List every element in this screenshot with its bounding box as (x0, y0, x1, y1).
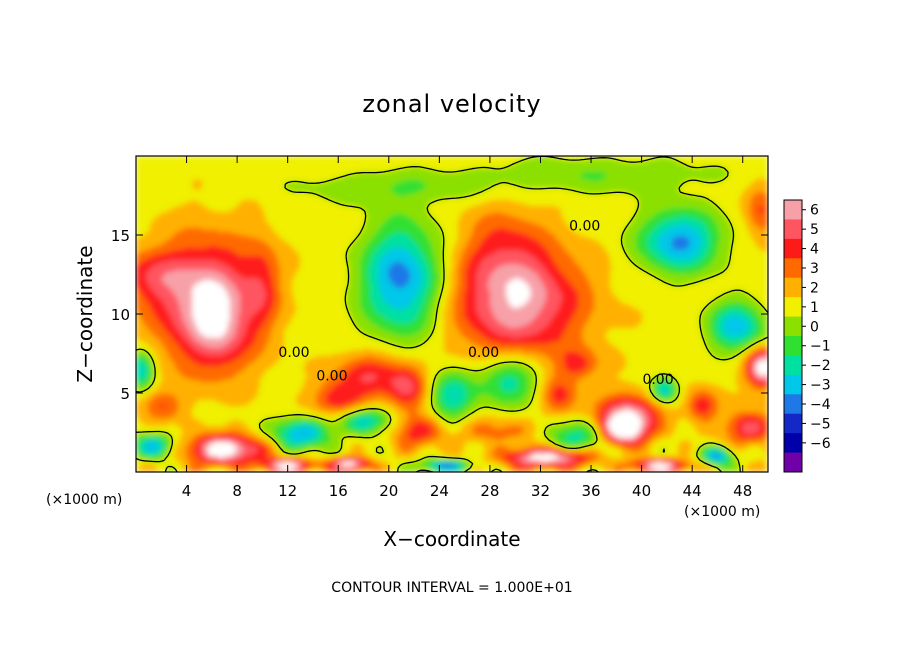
x-axis-ticks: 4 8 12 16 20 24 28 32 36 40 44 48 (182, 156, 752, 500)
x-tick-label: 4 (182, 482, 192, 500)
colorbar-swatch (784, 336, 802, 356)
contour-labels: 0.00 0.00 0.00 0.00 0.00 (278, 219, 673, 388)
x-tick-label: 32 (531, 482, 550, 500)
x-tick-label: 44 (683, 482, 702, 500)
x-tick-label: 20 (379, 482, 398, 500)
colorbar-label: 1 (810, 300, 819, 316)
colorbar-label: 2 (810, 280, 819, 296)
colorbar-swatch (784, 413, 802, 434)
x-scale-left: (×1000 m) (46, 492, 122, 508)
plot-area: 0.000.000.000.000.00 4 8 12 16 20 24 28 32 36 40 4… (111, 155, 769, 500)
colorbar-swatch (784, 355, 802, 376)
x-tick-label: 24 (430, 482, 449, 500)
x-tick-label: 8 (232, 482, 242, 500)
x-axis-label: X−coordinate (383, 527, 520, 551)
chart-title: zonal velocity (362, 90, 541, 118)
y-tick-label: 5 (120, 385, 130, 403)
x-scale-right: (×1000 m) (684, 504, 760, 520)
contour-label: 0.00 (468, 345, 499, 361)
colorbar-swatch (784, 316, 802, 337)
x-tick-label: 12 (278, 482, 297, 500)
y-tick-label: 10 (111, 306, 130, 324)
colorbar-frame (783, 199, 803, 473)
colorbar-swatch (784, 219, 802, 240)
colorbar-swatch (784, 297, 802, 318)
contour-label: 0.00 (278, 345, 309, 361)
colorbar-swatch (784, 238, 802, 259)
colorbar-swatch (784, 200, 802, 220)
x-tick-label: 28 (480, 482, 499, 500)
y-axis-label: Z−coordinate (73, 245, 97, 382)
colorbar-label: −3 (810, 378, 831, 394)
y-tick-label: 15 (111, 227, 130, 245)
colorbar-label: 5 (810, 222, 819, 238)
contour-interval-note: CONTOUR INTERVAL = 1.000E+01 (331, 580, 572, 596)
x-tick-label: 48 (733, 482, 752, 500)
velocity-field (136, 156, 768, 472)
zero-contours (136, 156, 768, 472)
x-tick-label: 36 (581, 482, 600, 500)
colorbar-label: −4 (810, 397, 831, 413)
contour-label: 0.00 (642, 372, 673, 388)
colorbar-swatch (784, 433, 802, 454)
x-tick-label: 40 (632, 482, 651, 500)
x-tick-label: 16 (329, 482, 348, 500)
zero-contour-path (136, 156, 768, 472)
colorbar-label: 0 (810, 319, 819, 335)
colorbar-swatch (784, 258, 802, 279)
colorbar-label: −2 (810, 358, 831, 374)
colorbar-swatch (784, 277, 802, 298)
colorbar-label: 3 (810, 261, 819, 277)
colorbar-label: 4 (810, 242, 819, 258)
colorbar-swatch (784, 452, 802, 473)
colorbar-label: −6 (810, 436, 831, 452)
colorbar: 6 5 4 3 2 1 0 −1 −2 −3 −4 −5 −6 (783, 199, 831, 473)
colorbar-label: 6 (810, 203, 819, 219)
colorbar-label: −5 (810, 416, 831, 432)
colorbar-swatch (784, 374, 802, 395)
colorbar-label: −1 (810, 339, 831, 355)
contour-label: 0.00 (569, 219, 600, 235)
contour-label: 0.00 (316, 369, 347, 385)
colorbar-swatch (784, 394, 802, 415)
y-axis-ticks: 5 10 15 (111, 227, 768, 403)
